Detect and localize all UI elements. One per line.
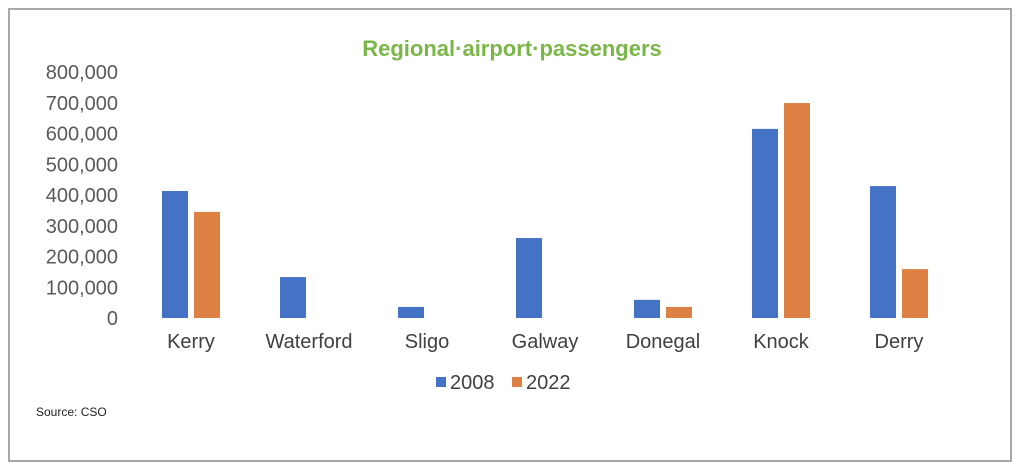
legend-swatch-2008 <box>436 377 446 387</box>
bar-galway-2008 <box>516 238 542 318</box>
y-tick-label: 200,000 <box>46 247 118 269</box>
chart-title: Regional·airport·passengers <box>362 36 662 61</box>
legend-label-2022: 2022 <box>526 372 571 394</box>
y-tick-label: 700,000 <box>46 93 118 115</box>
bar-kerry-2008 <box>162 191 188 318</box>
bar-donegal-2008 <box>634 299 660 318</box>
bar-knock-2008 <box>752 128 778 318</box>
legend-label-2008: 2008 <box>450 372 495 394</box>
x-tick-label: Derry <box>875 331 924 353</box>
bar-knock-2022 <box>784 103 810 319</box>
bar-derry-2022 <box>902 269 928 318</box>
bar-derry-2008 <box>870 186 896 318</box>
y-tick-label: 300,000 <box>46 216 118 238</box>
x-tick-label: Sligo <box>405 331 449 353</box>
y-tick-label: 100,000 <box>46 277 118 299</box>
source-note: Source: CSO <box>36 405 107 419</box>
bar-sligo-2008 <box>398 306 424 318</box>
x-tick-label: Kerry <box>167 331 215 353</box>
y-tick-label: 400,000 <box>46 185 118 207</box>
y-tick-label: 0 <box>107 308 118 330</box>
x-tick-label: Galway <box>512 331 579 353</box>
legend-swatch-2022 <box>512 377 522 387</box>
x-tick-label: Knock <box>753 331 810 353</box>
y-tick-label: 500,000 <box>46 154 118 176</box>
bar-kerry-2022 <box>194 211 220 318</box>
x-tick-label: Waterford <box>265 331 352 353</box>
y-tick-label: 600,000 <box>46 124 118 146</box>
y-tick-label: 800,000 <box>46 62 118 84</box>
bar-waterford-2008 <box>280 277 306 318</box>
x-tick-label: Donegal <box>626 331 701 353</box>
bar-donegal-2022 <box>666 306 692 318</box>
